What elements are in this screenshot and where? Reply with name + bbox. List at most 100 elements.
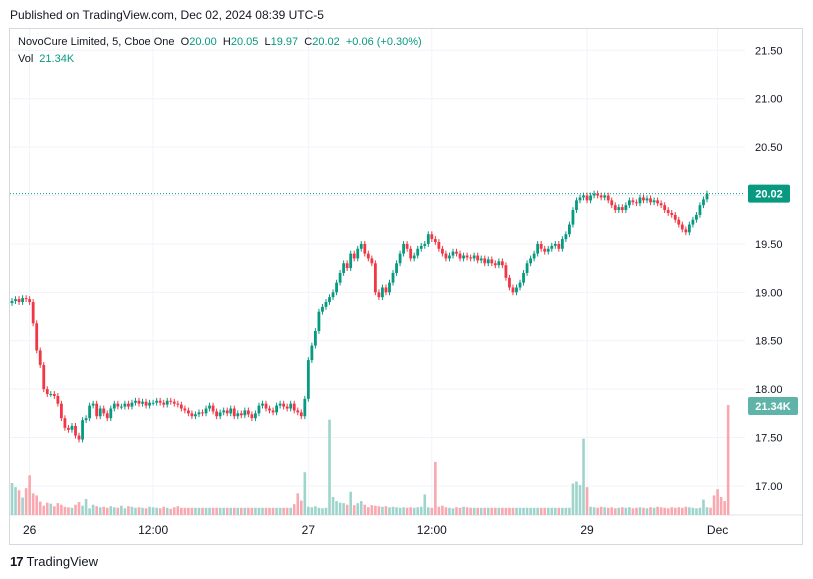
legend-high-label: H — [222, 36, 231, 48]
brand-label: TradingView — [26, 554, 99, 569]
candle-body — [423, 243, 427, 246]
volume-bar — [688, 507, 691, 515]
candle-body — [162, 402, 166, 405]
y-tick-label: 21.00 — [755, 94, 783, 106]
candle-body — [137, 400, 141, 404]
candle-body — [183, 408, 187, 411]
candle-body — [356, 248, 360, 259]
volume-bar — [599, 506, 603, 515]
volume-bar — [98, 507, 102, 515]
candle-body — [617, 207, 621, 211]
candle-body — [197, 412, 201, 415]
candle-body — [398, 253, 402, 264]
volume-bar — [663, 507, 666, 515]
candle-body — [257, 405, 261, 414]
candle-body — [306, 360, 310, 399]
volume-bar — [444, 507, 448, 515]
volume-bar — [247, 507, 250, 515]
volume-value: 21.34K — [39, 53, 75, 65]
candle-body — [63, 418, 67, 428]
volume-bar — [395, 507, 398, 515]
candle-body — [134, 400, 137, 403]
volume-bar — [613, 508, 617, 515]
volume-bar — [522, 507, 525, 515]
candle-body — [141, 401, 144, 404]
x-tick-label: 26 — [23, 523, 37, 537]
candle-body — [546, 248, 550, 252]
volume-bar — [303, 472, 307, 515]
volume-bar — [127, 506, 130, 515]
candle-body — [172, 401, 176, 404]
candle-body — [91, 403, 95, 406]
volume-bar — [479, 507, 483, 515]
candle-body — [553, 243, 557, 246]
volume-bar — [659, 507, 663, 515]
volume-bar — [409, 507, 412, 515]
candle-body — [186, 410, 190, 414]
volume-bar — [370, 505, 374, 515]
candle-body — [592, 193, 596, 196]
volume-bar — [60, 504, 63, 515]
volume-bar — [649, 507, 652, 515]
volume-bar — [148, 506, 151, 515]
candle-body — [500, 261, 504, 266]
volume-bar — [518, 507, 522, 515]
candle-body — [465, 255, 469, 258]
volume-bar — [201, 507, 204, 515]
volume-bar — [254, 507, 257, 515]
candle-body — [529, 258, 533, 264]
volume-bar — [642, 507, 645, 515]
candle-body — [84, 418, 88, 421]
volume-bar — [501, 507, 504, 515]
volume-bar — [592, 507, 596, 515]
volume-bar — [677, 507, 681, 515]
volume-bar — [314, 506, 317, 515]
candle-body — [310, 345, 314, 361]
legend-low-label: L — [264, 36, 271, 48]
y-tick-label: 19.50 — [755, 239, 783, 251]
last-price-badge — [748, 184, 790, 203]
volume-bar — [536, 507, 539, 515]
candle-body — [232, 408, 236, 417]
volume-bar — [299, 500, 303, 515]
last-volume-label: 21.34K — [755, 401, 791, 413]
candle-body — [652, 200, 656, 203]
candle-body — [204, 408, 208, 414]
volume-bar — [130, 506, 134, 515]
volume-bar — [596, 507, 599, 515]
y-tick-label: 18.50 — [755, 336, 783, 348]
volume-bar — [702, 499, 705, 515]
candle-body — [663, 205, 667, 211]
volume-bar — [70, 507, 74, 515]
volume-bar — [483, 507, 487, 515]
candle-body — [359, 243, 363, 249]
tradingview-brand[interactable]: 17 TradingView — [10, 554, 98, 569]
candle-body — [268, 408, 271, 411]
volume-bar — [398, 507, 402, 515]
volume-bar — [243, 507, 247, 515]
volume-bar — [529, 507, 532, 515]
volume-bar — [561, 507, 564, 515]
candle-body — [35, 323, 39, 351]
volume-bar — [497, 507, 501, 515]
last-volume-badge — [748, 397, 798, 415]
candle-body — [151, 402, 155, 404]
candle-body — [243, 410, 247, 416]
published-header: Published on TradingView.com, Dec 02, 20… — [10, 8, 324, 22]
volume-bar — [49, 503, 53, 515]
candle-body — [603, 195, 607, 198]
candle-body — [585, 195, 589, 201]
candle-body — [98, 408, 102, 417]
candle-body — [490, 259, 494, 264]
volume-bar — [532, 507, 536, 515]
candle-body — [391, 272, 395, 283]
volume-bar — [292, 504, 296, 515]
candle-body — [95, 403, 99, 417]
volume-bar — [197, 507, 201, 515]
y-tick-label: 21.50 — [755, 45, 783, 57]
candle-body — [455, 251, 458, 254]
candle-body — [321, 306, 324, 312]
candle-body — [317, 311, 321, 332]
volume-bar — [557, 507, 561, 515]
